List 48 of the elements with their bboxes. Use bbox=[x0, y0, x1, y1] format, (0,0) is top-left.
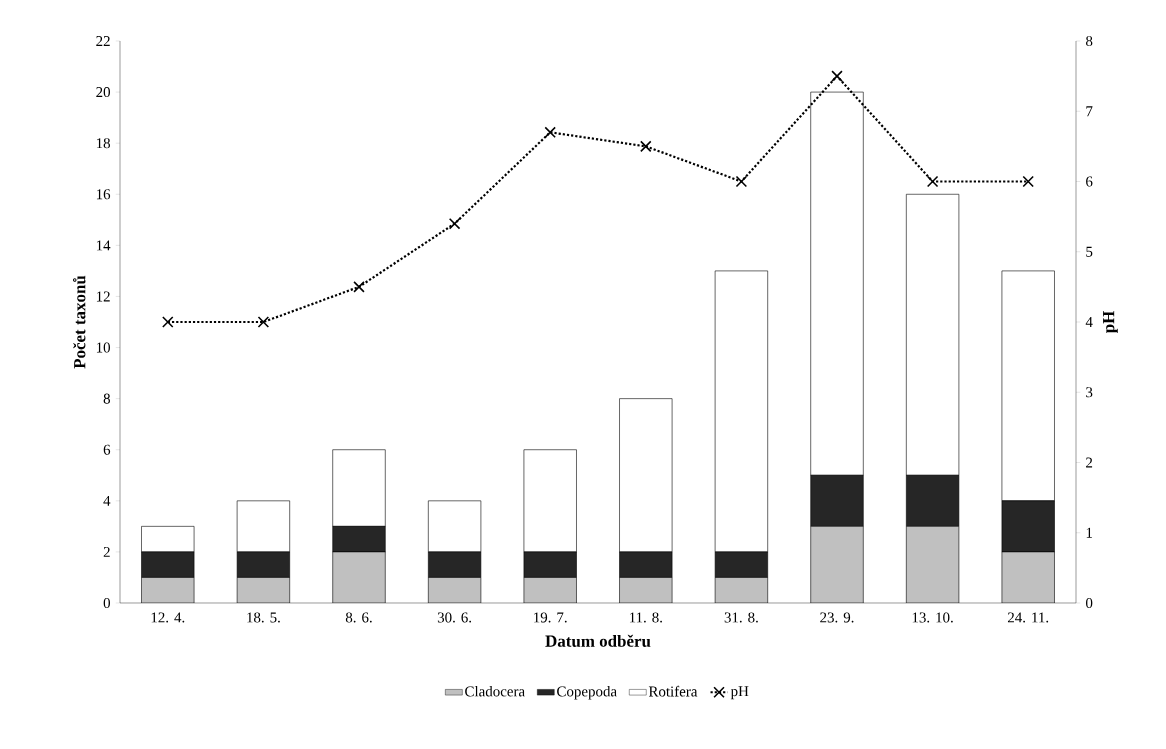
point bbox=[162, 316, 174, 328]
y2-tick-label: 2 bbox=[1086, 457, 1093, 468]
point bbox=[926, 175, 939, 188]
y-tick-label: 14 bbox=[96, 240, 111, 251]
y2-tick-label: 5 bbox=[1086, 246, 1093, 257]
y-axis-title: Počet taxonů bbox=[72, 275, 86, 369]
point bbox=[257, 316, 270, 328]
point bbox=[448, 217, 461, 230]
y-tick-label: 10 bbox=[96, 342, 110, 353]
x-tick-label: 30. 6. bbox=[437, 612, 472, 623]
y2-tick-label: 0 bbox=[1086, 597, 1093, 609]
y2-tick-label: 3 bbox=[1086, 387, 1093, 398]
y-tick-label: 22 bbox=[96, 36, 110, 46]
x-tick-label: 23. 9. bbox=[820, 612, 854, 623]
point bbox=[353, 281, 365, 293]
y2-tick-label: 1 bbox=[1086, 527, 1093, 538]
y2-tick-label: 4 bbox=[1085, 317, 1093, 327]
legend-label: Cladocera bbox=[465, 685, 525, 697]
y2-axis-title: pH bbox=[1103, 310, 1118, 334]
y2-tick-label: 6 bbox=[1086, 176, 1093, 187]
x-axis-title: Datum odběru bbox=[545, 634, 651, 647]
point bbox=[831, 70, 843, 82]
point bbox=[544, 126, 556, 139]
x-tick-label: 8. 6. bbox=[345, 612, 372, 623]
y2-tick-label: 7 bbox=[1086, 106, 1093, 117]
x-tick-label: 31. 8. bbox=[724, 612, 758, 623]
y-tick-label: 0 bbox=[103, 597, 110, 609]
x-tick-label: 11. 8. bbox=[629, 612, 662, 623]
x-tick-label: 18. 5. bbox=[247, 612, 280, 623]
point bbox=[1022, 175, 1034, 188]
y-tick-label: 12 bbox=[96, 291, 110, 302]
y-tick-label: 16 bbox=[96, 189, 111, 200]
x-tick-label: 19. 7. bbox=[534, 612, 567, 623]
x-tick-label: 12. 4. bbox=[151, 612, 185, 623]
legend-label: Rotifera bbox=[648, 685, 698, 697]
y-tick-label: 6 bbox=[103, 444, 111, 455]
legend-label: Copepoda bbox=[557, 685, 617, 700]
y2-tick-label: 8 bbox=[1086, 35, 1093, 47]
legend-label: pH bbox=[730, 686, 749, 700]
y-tick-label: 18 bbox=[96, 138, 110, 149]
y-tick-label: 20 bbox=[96, 87, 110, 98]
point bbox=[735, 175, 748, 188]
y-tick-label: 4 bbox=[103, 495, 111, 506]
y-tick-label: 2 bbox=[103, 546, 110, 557]
point bbox=[640, 140, 652, 153]
y-tick-label: 8 bbox=[103, 393, 110, 404]
x-tick-label: 13. 10. bbox=[912, 612, 953, 623]
x-tick-label: 24. 11. bbox=[1007, 612, 1049, 623]
